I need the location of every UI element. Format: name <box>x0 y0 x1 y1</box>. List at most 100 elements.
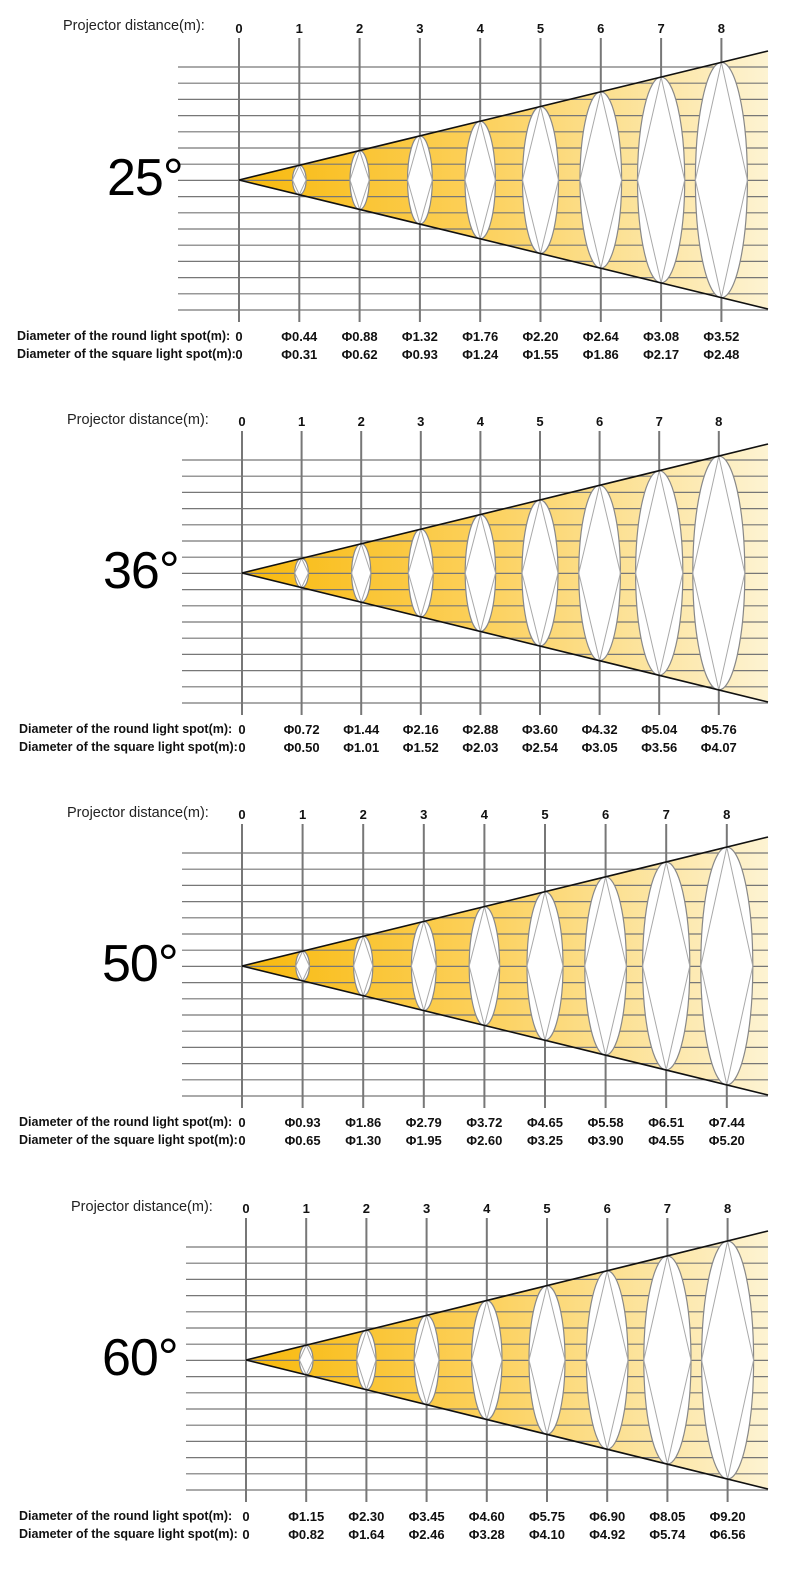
round-diameter-value: Φ1.32 <box>401 329 438 344</box>
distance-tick-label: 4 <box>476 414 485 429</box>
round-diameter-value: 0 <box>238 1115 246 1130</box>
light-spot <box>470 1299 503 1421</box>
light-spot <box>349 149 370 211</box>
light-spot <box>692 455 746 691</box>
square-diameter-value: Φ3.90 <box>587 1133 624 1148</box>
light-spot <box>353 935 374 997</box>
round-diameter-value: 0 <box>242 1509 250 1524</box>
square-diameter-value: Φ3.05 <box>581 740 618 755</box>
light-spot <box>700 1240 755 1480</box>
beam-edge <box>245 1359 769 1490</box>
square-diameter-value: 0 <box>242 1527 250 1542</box>
square-diameter-value: Φ0.82 <box>288 1527 325 1542</box>
beam-edge <box>241 965 769 1096</box>
light-spot <box>410 920 437 1012</box>
square-diameter-value: Φ0.93 <box>401 347 438 362</box>
beam-edge <box>241 572 769 703</box>
distance-tick-label: 4 <box>480 807 489 822</box>
round-diameter-value: Φ1.76 <box>462 329 499 344</box>
light-spot <box>528 1285 566 1435</box>
round-diameter-value: Φ3.72 <box>466 1115 503 1130</box>
light-spot <box>526 891 564 1041</box>
light-spot <box>356 1329 377 1391</box>
square-diameter-value: Φ0.31 <box>281 347 318 362</box>
square-diameter-value: Φ3.25 <box>527 1133 563 1148</box>
round-diameter-value: Φ2.20 <box>522 329 559 344</box>
distance-tick-label: 8 <box>723 807 731 822</box>
square-diameter-value: Φ0.50 <box>283 740 320 755</box>
light-spot <box>295 950 311 982</box>
square-spot-label: Diameter of the square light spot(m): <box>19 1527 238 1541</box>
distance-tick-label: 6 <box>603 1201 611 1216</box>
distance-tick-label: 7 <box>655 414 663 429</box>
beam-diagram <box>182 824 769 1108</box>
distance-tick-label: 4 <box>476 21 484 36</box>
square-spot-label: Diameter of the square light spot(m): <box>17 347 236 361</box>
round-diameter-value: 0 <box>235 329 243 344</box>
square-diameter-value: Φ1.64 <box>348 1527 385 1542</box>
square-diameter-value: Φ4.10 <box>529 1527 565 1542</box>
distance-tick-label: 0 <box>242 1201 250 1216</box>
distance-tick-label: 0 <box>235 21 243 36</box>
square-diameter-value: 0 <box>238 1133 246 1148</box>
square-diameter-value: Φ2.48 <box>703 347 740 362</box>
round-diameter-value: Φ0.88 <box>341 329 378 344</box>
round-diameter-value: Φ3.45 <box>408 1509 445 1524</box>
projector-distance-label: Projector distance(m): <box>63 18 205 34</box>
light-spot <box>643 1255 692 1465</box>
light-spot <box>298 1344 314 1376</box>
round-diameter-value: 0 <box>238 722 246 737</box>
beam-panel-3: Projector distance(m): 0 1 2 3 4 5 6 7 8 50° Diamet… <box>0 786 790 1178</box>
round-diameter-value: Φ7.44 <box>708 1115 745 1130</box>
square-diameter-value: Φ6.56 <box>709 1527 746 1542</box>
distance-tick-label: 4 <box>483 1201 491 1216</box>
distance-tick-label: 1 <box>295 21 303 36</box>
beam-angle-label: 50° <box>102 935 179 993</box>
distance-tick-label: 3 <box>420 807 428 822</box>
light-spot <box>521 105 560 255</box>
round-diameter-value: Φ0.93 <box>284 1115 321 1130</box>
square-diameter-value: Φ4.92 <box>589 1527 626 1542</box>
light-spot <box>413 1314 440 1406</box>
square-diameter-value: Φ1.24 <box>462 347 499 362</box>
square-diameter-value: Φ0.65 <box>284 1133 321 1148</box>
square-diameter-value: Φ2.46 <box>408 1527 445 1542</box>
round-spot-label: Diameter of the round light spot(m): <box>17 329 231 343</box>
beam-panel-1: Projector distance(m): 0 1 2 3 4 5 6 7 8 25° Diamet… <box>0 0 790 392</box>
light-spot <box>642 861 691 1071</box>
distance-tick-label: 0 <box>238 414 246 429</box>
round-diameter-value: Φ2.64 <box>582 329 619 344</box>
distance-tick-label: 6 <box>601 807 610 822</box>
distance-tick-label: 1 <box>298 807 307 822</box>
light-spot <box>464 120 496 240</box>
light-spot <box>636 76 686 284</box>
distance-tick-label: 1 <box>302 1201 310 1216</box>
light-spot <box>694 61 749 299</box>
square-diameter-value: Φ1.01 <box>343 740 380 755</box>
distance-tick-label: 8 <box>715 414 723 429</box>
round-diameter-value: Φ6.90 <box>589 1509 626 1524</box>
distance-tick-label: 1 <box>297 414 306 429</box>
round-diameter-value: Φ8.05 <box>649 1509 686 1524</box>
distance-tick-label: 3 <box>422 1201 431 1216</box>
light-spot <box>584 876 627 1056</box>
light-spot <box>291 164 307 196</box>
square-diameter-value: Φ3.56 <box>641 740 678 755</box>
distance-tick-label: 5 <box>541 807 549 822</box>
round-diameter-value: Φ2.88 <box>462 722 499 737</box>
round-diameter-value: Φ3.08 <box>643 329 680 344</box>
round-diameter-value: Φ5.76 <box>700 722 737 737</box>
beam-diagram <box>178 38 769 322</box>
beam-angle-label: 25° <box>107 149 184 207</box>
square-diameter-value: Φ2.60 <box>466 1133 503 1148</box>
round-diameter-value: Φ5.58 <box>587 1115 624 1130</box>
distance-tick-label: 5 <box>536 414 544 429</box>
square-spot-label: Diameter of the square light spot(m): <box>19 740 238 754</box>
square-diameter-value: Φ1.55 <box>522 347 559 362</box>
light-spot <box>578 484 621 662</box>
beam-edge <box>241 443 769 574</box>
light-spot <box>585 1270 629 1450</box>
round-diameter-value: Φ2.30 <box>348 1509 385 1524</box>
square-diameter-value: 0 <box>238 740 246 755</box>
round-diameter-value: Φ1.86 <box>345 1115 382 1130</box>
